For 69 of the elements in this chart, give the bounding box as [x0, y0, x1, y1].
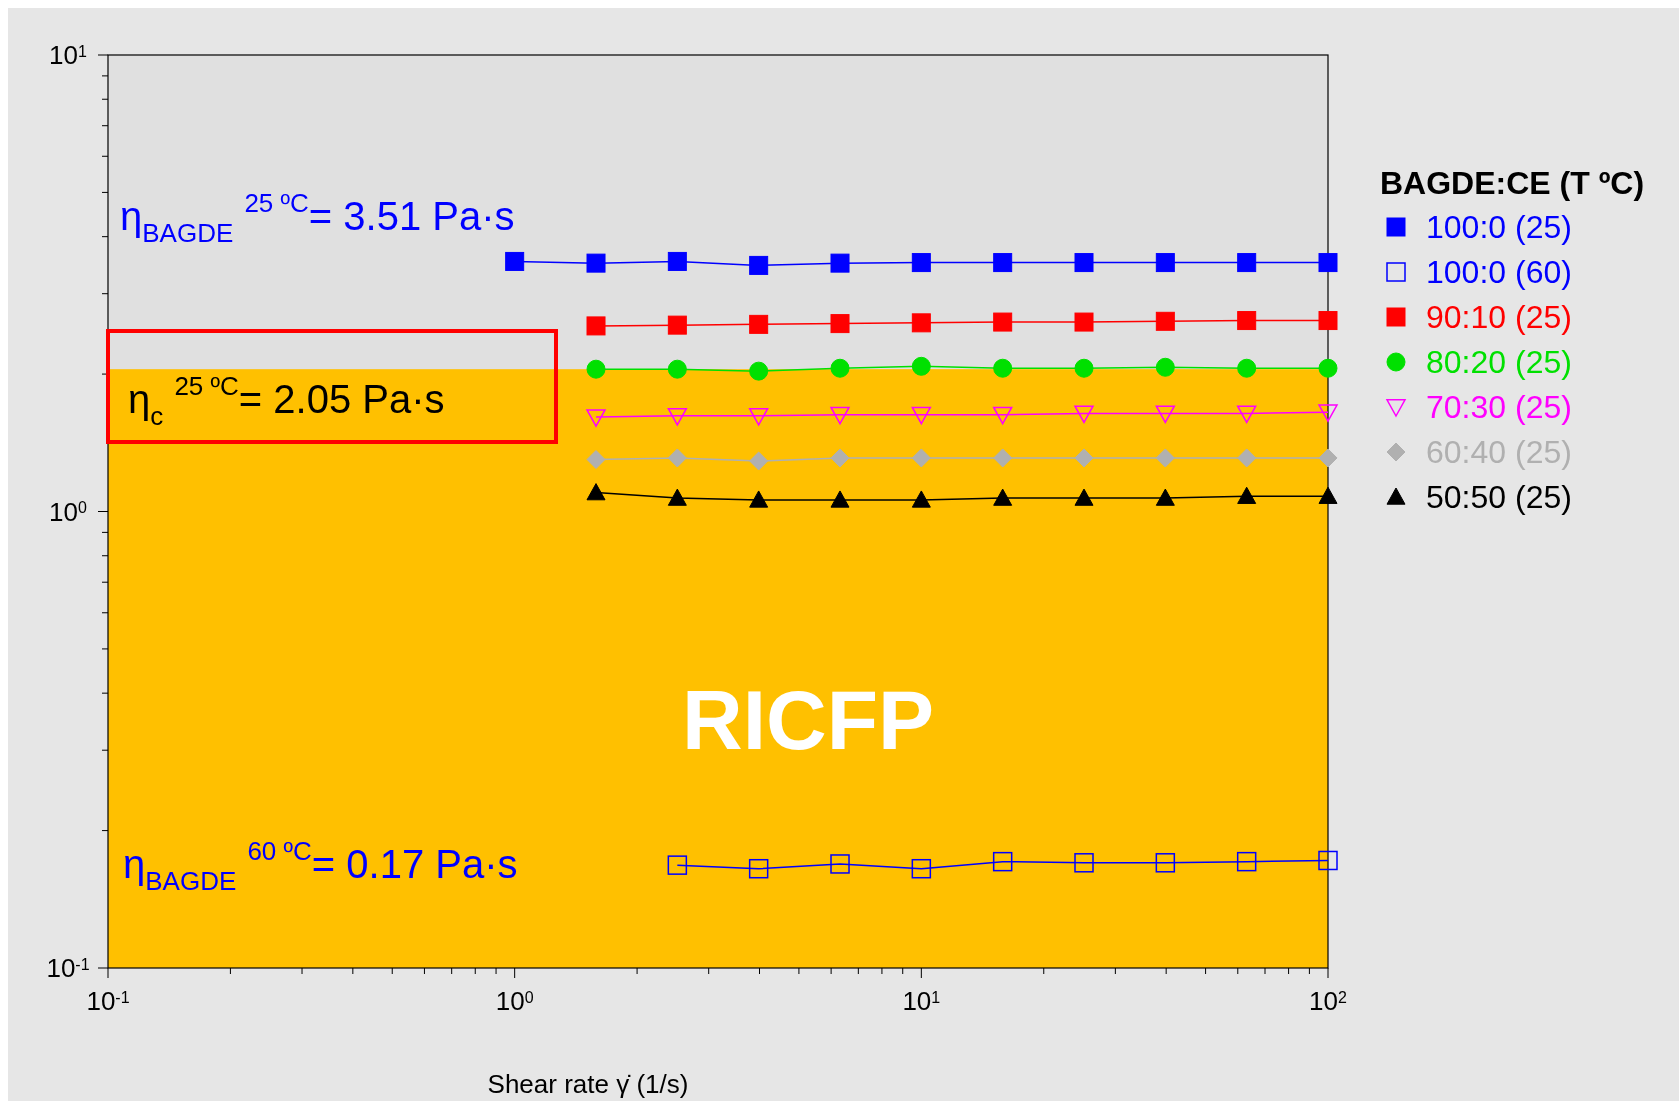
point: [1155, 488, 1175, 506]
legend-label: 80:20 (25): [1426, 344, 1572, 380]
point: [830, 490, 850, 508]
y-tick-label: 10$^{1}$: [49, 40, 88, 70]
point: [1318, 404, 1338, 422]
point: [911, 490, 931, 508]
annotation: η$_{c}$ $^{25 ºC}$= 2.05 Pa·s: [128, 371, 445, 431]
point: [830, 448, 850, 468]
annotation: η$_{BAGDE}$ $^{60 ºC}$= 0.17 Pa·s: [123, 836, 518, 896]
point: [1237, 448, 1257, 468]
band-label: RICFP: [682, 672, 934, 767]
point: [830, 358, 850, 378]
point: [1155, 311, 1175, 331]
legend-label: 100:0 (25): [1426, 209, 1572, 245]
point: [667, 407, 688, 426]
annotation: η$_{BAGDE}$ $^{25 ºC}$= 3.51 Pa·s: [120, 188, 515, 248]
y-tick-label: 10$^{0}$: [49, 496, 88, 527]
point: [749, 451, 769, 471]
point: [911, 406, 932, 425]
point: [667, 488, 687, 506]
x-axis-title: Shear rate γ̇ (1/s): [487, 1069, 689, 1099]
point: [586, 483, 606, 501]
point: [586, 316, 606, 336]
point: [993, 488, 1013, 506]
point: [1237, 358, 1257, 378]
point: [1155, 405, 1176, 424]
point: [1237, 311, 1257, 331]
point: [749, 490, 769, 508]
point: [1155, 448, 1175, 468]
point: [830, 314, 850, 334]
legend-title: BAGDE:CE (T ºC): [1380, 165, 1645, 201]
point: [1074, 358, 1094, 378]
point: [1074, 312, 1094, 332]
point: [748, 407, 769, 426]
point: [1318, 448, 1338, 468]
x-tick-label: 10$^{1}$: [902, 986, 941, 1016]
point: [749, 314, 769, 334]
point: [993, 448, 1013, 468]
x-tick-label: 10$^{2}$: [1309, 986, 1348, 1016]
point: [911, 448, 931, 468]
point: [993, 358, 1013, 378]
legend-label: 90:10 (25): [1426, 299, 1572, 335]
point: [1074, 405, 1094, 424]
point: [1318, 486, 1338, 504]
point: [667, 359, 687, 379]
point: [667, 315, 687, 335]
point: [1318, 358, 1338, 378]
x-tick-label: 10$^{-1}$: [86, 986, 130, 1016]
legend-label: 50:50 (25): [1426, 479, 1572, 515]
point: [749, 361, 769, 381]
point: [993, 312, 1013, 332]
point: [1074, 448, 1094, 468]
point: [911, 356, 931, 376]
point: [1155, 357, 1175, 377]
y-tick-label: 10$^{-1}$: [46, 953, 90, 983]
point: [830, 406, 850, 425]
point: [586, 449, 606, 469]
point: [1236, 405, 1257, 424]
point: [667, 448, 687, 468]
x-tick-label: 10$^{0}$: [495, 986, 534, 1016]
point: [1318, 311, 1338, 331]
legend-label: 70:30 (25): [1426, 389, 1572, 425]
point: [911, 313, 931, 333]
point: [586, 409, 606, 427]
point: [992, 406, 1013, 425]
legend-label: 100:0 (60): [1426, 254, 1572, 290]
point: [1074, 488, 1094, 506]
point: [586, 359, 606, 379]
point: [1237, 486, 1257, 504]
